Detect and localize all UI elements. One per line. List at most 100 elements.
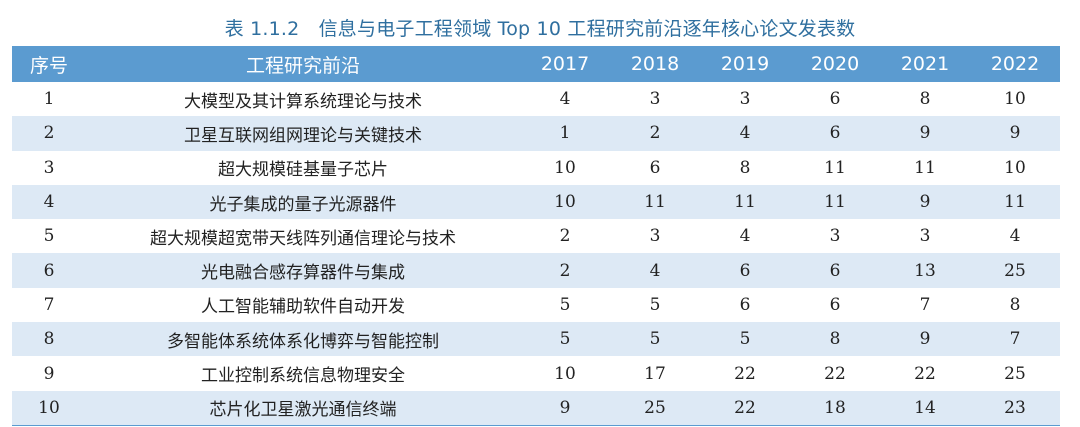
table-bottom-rule	[12, 425, 1060, 426]
cell-2022: 10	[1004, 89, 1026, 110]
cell-2019: 3	[739, 89, 751, 110]
header-serial-number: 序号	[29, 54, 68, 77]
row-serial-number: 5	[43, 226, 55, 247]
table-row: 10 芯片化卫星激光通信终端 9 25 22 18 14 23	[12, 390, 1060, 425]
cell-2018: 25	[644, 397, 666, 418]
cell-2020: 11	[824, 157, 846, 178]
cell-2021: 9	[919, 329, 931, 350]
cell-2018: 3	[649, 89, 661, 110]
cell-2021: 8	[919, 89, 931, 110]
cell-2021: 14	[914, 397, 936, 418]
cell-2019: 11	[734, 192, 756, 213]
cell-2018: 11	[644, 192, 666, 213]
cell-2017: 10	[554, 363, 576, 384]
cell-2017: 2	[559, 226, 571, 247]
header-year-2021: 2021	[900, 53, 950, 75]
table-row: 5 超大规模超宽带天线阵列通信理论与技术 2 3 4 3 3 4	[12, 219, 1060, 254]
table-row: 1 大模型及其计算系统理论与技术 4 3 3 6 8 10	[12, 82, 1060, 117]
cell-2019: 4	[739, 226, 751, 247]
table-row: 2 卫星互联网组网理论与关键技术 1 2 4 6 9 9	[12, 116, 1060, 151]
papers-table: 序号 工程研究前沿 2017 2018 2019 2020 2021 2022 …	[12, 46, 1060, 425]
cell-2021: 13	[914, 260, 936, 281]
cell-2021: 9	[919, 192, 931, 213]
table-body: 1 大模型及其计算系统理论与技术 4 3 3 6 8 10 2 卫星互联网组网理…	[12, 82, 1060, 425]
cell-2021: 22	[914, 363, 936, 384]
cell-2022: 10	[1004, 157, 1026, 178]
cell-2021: 11	[914, 157, 936, 178]
cell-2019: 6	[739, 260, 751, 281]
row-serial-number: 7	[43, 294, 55, 315]
table-row: 6 光电融合感存算器件与集成 2 4 6 6 13 25	[12, 253, 1060, 288]
row-serial-number: 2	[43, 123, 55, 144]
cell-2022: 25	[1004, 363, 1026, 384]
cell-2020: 6	[829, 294, 841, 315]
table-row: 4 光子集成的量子光源器件 10 11 11 11 9 11	[12, 184, 1060, 220]
row-serial-number: 9	[43, 363, 55, 384]
header-year-2018: 2018	[630, 53, 680, 75]
header-research-frontier: 工程研究前沿	[245, 54, 360, 77]
cell-2019: 22	[734, 397, 756, 418]
row-serial-number: 10	[38, 397, 60, 418]
cell-2017: 9	[559, 397, 571, 418]
row-frontier-name: 超大规模超宽带天线阵列通信理论与技术	[150, 228, 456, 249]
row-frontier-name: 多智能体系统体系化博弈与智能控制	[167, 331, 439, 352]
cell-2020: 3	[829, 226, 841, 247]
table-caption: 表 1.1.2 信息与电子工程领域 Top 10 工程研究前沿逐年核心论文发表数	[224, 18, 856, 40]
cell-2018: 5	[649, 329, 661, 350]
cell-2020: 11	[824, 192, 846, 213]
cell-2022: 8	[1009, 294, 1021, 315]
cell-2018: 4	[649, 260, 661, 281]
row-serial-number: 1	[43, 89, 55, 110]
header-year-2017: 2017	[540, 53, 590, 75]
row-frontier-name: 芯片化卫星激光通信终端	[209, 400, 397, 421]
table-header-row: 序号 工程研究前沿 2017 2018 2019 2020 2021 2022	[12, 46, 1060, 82]
cell-2022: 25	[1004, 260, 1026, 281]
cell-2017: 10	[554, 157, 576, 178]
cell-2017: 2	[559, 260, 571, 281]
cell-2020: 18	[824, 397, 846, 418]
cell-2020: 8	[829, 329, 841, 350]
cell-2019: 5	[739, 329, 751, 350]
header-year-2022: 2022	[990, 53, 1040, 75]
cell-2017: 5	[559, 329, 571, 350]
cell-2021: 7	[919, 294, 931, 315]
cell-2020: 22	[824, 363, 846, 384]
cell-2021: 9	[919, 123, 931, 144]
row-serial-number: 8	[43, 329, 55, 350]
row-frontier-name: 光电融合感存算器件与集成	[201, 263, 405, 284]
cell-2018: 6	[649, 157, 661, 178]
cell-2020: 6	[829, 123, 841, 144]
header-year-2020: 2020	[810, 53, 860, 75]
cell-2020: 6	[829, 89, 841, 110]
cell-2017: 5	[559, 294, 571, 315]
cell-2018: 17	[644, 363, 666, 384]
cell-2022: 7	[1009, 329, 1021, 350]
cell-2019: 6	[739, 294, 751, 315]
cell-2018: 2	[649, 123, 661, 144]
cell-2017: 1	[559, 123, 571, 144]
cell-2019: 8	[739, 157, 751, 178]
cell-2022: 9	[1009, 123, 1021, 144]
row-serial-number: 3	[43, 157, 55, 178]
cell-2017: 4	[559, 89, 571, 110]
cell-2017: 10	[554, 192, 576, 213]
row-frontier-name: 超大规模硅基量子芯片	[218, 160, 388, 181]
cell-2019: 4	[739, 123, 751, 144]
row-serial-number: 4	[43, 192, 55, 213]
cell-2020: 6	[829, 260, 841, 281]
header-year-2019: 2019	[720, 53, 770, 75]
table-row: 8 多智能体系统体系化博弈与智能控制 5 5 5 8 9 7	[12, 322, 1060, 357]
row-frontier-name: 光子集成的量子光源器件	[209, 194, 397, 215]
row-frontier-name: 工业控制系统信息物理安全	[201, 366, 405, 387]
row-frontier-name: 大模型及其计算系统理论与技术	[184, 91, 422, 112]
cell-2021: 3	[919, 226, 931, 247]
table-row: 3 超大规模硅基量子芯片 10 6 8 11 11 10	[12, 150, 1060, 185]
cell-2019: 22	[734, 363, 756, 384]
row-frontier-name: 人工智能辅助软件自动开发	[201, 297, 405, 318]
cell-2018: 5	[649, 294, 661, 315]
cell-2018: 3	[649, 226, 661, 247]
row-frontier-name: 卫星互联网组网理论与关键技术	[184, 125, 422, 146]
table-row: 7 人工智能辅助软件自动开发 5 5 6 6 7 8	[12, 287, 1060, 323]
table-row: 9 工业控制系统信息物理安全 10 17 22 22 22 25	[12, 356, 1060, 391]
cell-2022: 4	[1009, 226, 1021, 247]
